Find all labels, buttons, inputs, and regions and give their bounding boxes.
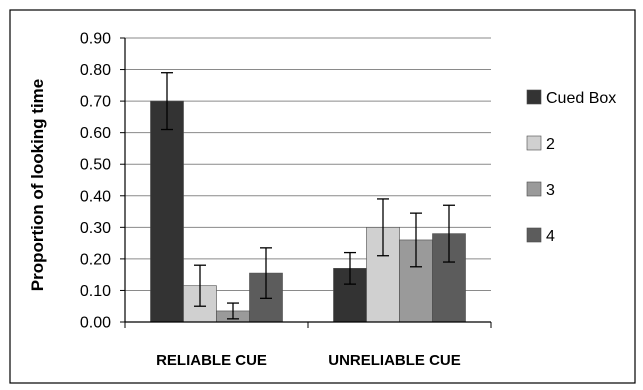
- y-tick-label: 0.20: [80, 251, 111, 268]
- y-tick-label: 0.60: [80, 125, 111, 142]
- y-tick-label: 0.70: [80, 94, 111, 111]
- legend-label: 2: [546, 136, 555, 153]
- legend-swatch: [526, 227, 542, 243]
- y-tick-label: 0.80: [80, 62, 111, 79]
- y-tick-labels: 0.00 0.10 0.20 0.30 0.40 0.50 0.60 0.70 0.80 0.90: [80, 31, 111, 332]
- legend-label: Cued Box: [546, 90, 616, 107]
- y-tick-label: 0.30: [80, 220, 111, 237]
- error-bars: [161, 72, 455, 320]
- x-category-label: RELIABLE CUE: [156, 352, 267, 369]
- legend-label: 4: [546, 228, 555, 245]
- bar-cued-box: [150, 100, 184, 323]
- y-axis-label: Proportion of looking time: [28, 79, 47, 291]
- y-tick-label: 0.50: [80, 157, 111, 174]
- x-category-labels: RELIABLE CUE UNRELIABLE CUE: [156, 352, 461, 369]
- x-category-label: UNRELIABLE CUE: [328, 352, 461, 369]
- y-tick-label: 0.90: [80, 31, 111, 48]
- legend-swatch: [526, 181, 542, 197]
- y-tick-label: 0.00: [80, 315, 111, 332]
- y-tick-label: 0.10: [80, 283, 111, 300]
- legend-swatch: [526, 89, 542, 105]
- legend: Cued Box 2 3 4: [526, 89, 616, 245]
- legend-label: 3: [546, 182, 555, 199]
- legend-swatch: [526, 135, 542, 151]
- y-tick-label: 0.40: [80, 188, 111, 205]
- axes: [120, 37, 492, 328]
- chart-border: [9, 9, 636, 384]
